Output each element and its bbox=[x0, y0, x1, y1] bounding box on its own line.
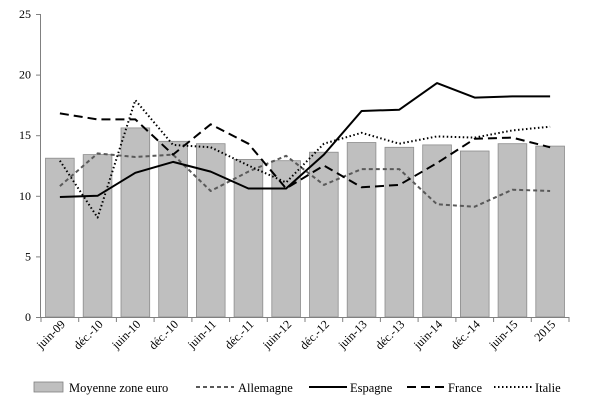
y-tick-label-20: 20 bbox=[19, 68, 31, 82]
series-line-espagne bbox=[59, 82, 551, 198]
bar-0 bbox=[45, 157, 75, 318]
x-tick-label-1: déc.-10 bbox=[71, 317, 106, 352]
y-tick-label-0: 0 bbox=[25, 310, 31, 324]
bar-9 bbox=[384, 146, 415, 318]
axes bbox=[40, 14, 569, 318]
bar-12 bbox=[497, 143, 528, 318]
x-tick-label-12: juin-15 bbox=[485, 317, 520, 352]
x-tick-label-13: 2015 bbox=[531, 317, 558, 344]
series-line-france bbox=[59, 112, 551, 190]
x-tick-label-10: juin-14 bbox=[410, 317, 445, 352]
bar-3 bbox=[158, 140, 188, 318]
x-tick-label-2: juin-10 bbox=[108, 317, 143, 352]
y-ticks: 0 5 10 15 20 25 bbox=[19, 7, 41, 324]
x-tick-label-0: juin-09 bbox=[33, 317, 68, 352]
bars-layer bbox=[45, 127, 565, 318]
x-tick-label-3: déc.-10 bbox=[146, 317, 181, 352]
legend: Moyenne zone euro Allemagne Espagne Fran… bbox=[33, 381, 561, 395]
bar-10 bbox=[422, 144, 452, 318]
bar-5 bbox=[233, 158, 264, 318]
bar-6 bbox=[271, 160, 301, 318]
y-tick-label-5: 5 bbox=[25, 249, 31, 263]
y-tick-label-15: 15 bbox=[19, 128, 31, 142]
x-tick-label-4: juin-11 bbox=[184, 317, 219, 352]
legend-label-france: France bbox=[448, 381, 482, 395]
x-tick-label-5: déc.-11 bbox=[222, 317, 257, 352]
series-line-italie bbox=[59, 99, 551, 219]
x-tick-label-9: déc.-13 bbox=[372, 317, 407, 352]
x-ticks: juin-09 déc.-10 juin-10 déc.-10 juin-11 déc.-… bbox=[33, 317, 570, 352]
legend-label-bars: Moyenne zone euro bbox=[69, 381, 168, 395]
legend-label-espagne: Espagne bbox=[350, 381, 393, 395]
x-tick-label-6: juin-12 bbox=[259, 317, 294, 352]
y-tick-label-10: 10 bbox=[19, 189, 31, 203]
x-tick-label-7: déc.-12 bbox=[297, 317, 332, 352]
lines-layer bbox=[59, 82, 551, 219]
bar-11 bbox=[459, 150, 490, 318]
bar-13 bbox=[535, 145, 565, 318]
legend-label-italie: Italie bbox=[535, 381, 561, 395]
series-line-allemagne bbox=[59, 152, 551, 208]
x-tick-label-11: déc.-14 bbox=[448, 317, 483, 352]
y-tick-label-25: 25 bbox=[19, 7, 31, 21]
bar-1 bbox=[82, 154, 113, 318]
bar-2 bbox=[120, 127, 151, 318]
legend-label-allemagne: Allemagne bbox=[238, 381, 293, 395]
x-tick-label-8: juin-13 bbox=[335, 317, 370, 352]
bar-7 bbox=[309, 151, 339, 318]
legend-swatch-bars bbox=[33, 381, 64, 393]
